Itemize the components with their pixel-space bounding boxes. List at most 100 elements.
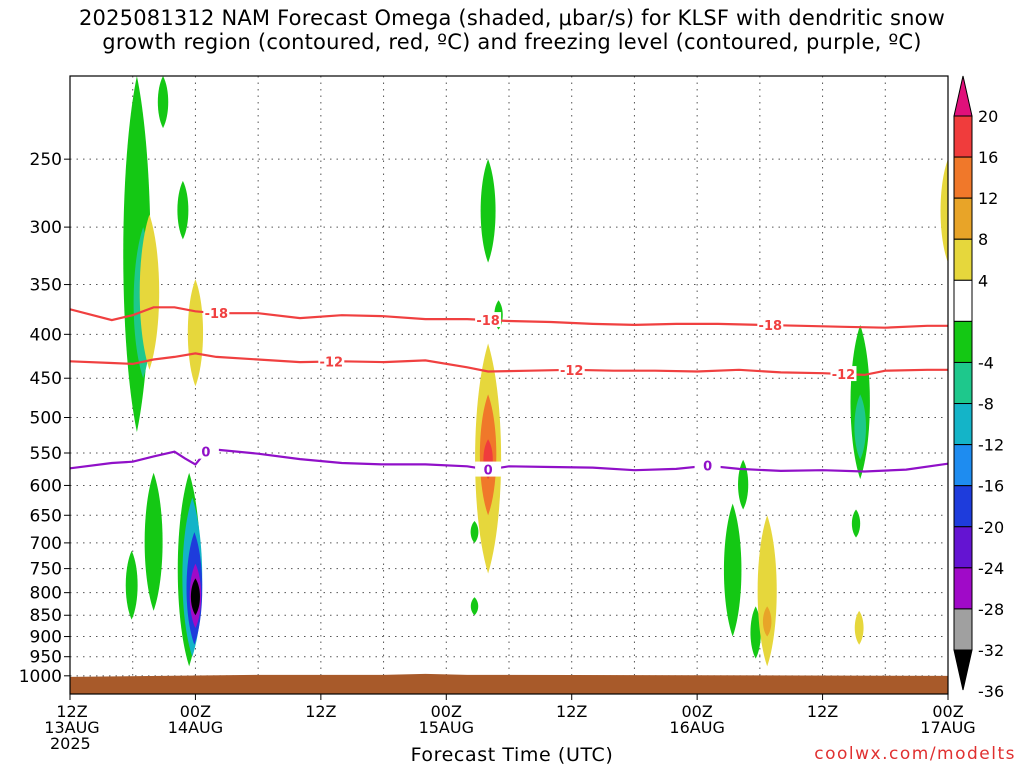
isotherm-label: 0 bbox=[703, 460, 712, 475]
y-tick-label: 1000 bbox=[19, 667, 62, 687]
omega-shading bbox=[123, 76, 948, 667]
omega-feature bbox=[738, 459, 749, 510]
omega-feature bbox=[940, 159, 948, 263]
isotherm-label: -18 bbox=[205, 307, 229, 322]
x-tick-label: 12Z bbox=[56, 702, 87, 721]
omega-feature bbox=[470, 597, 479, 616]
colorbar-bin bbox=[953, 567, 973, 610]
x-tick-label: 15AUG bbox=[419, 718, 474, 737]
y-tick-label: 650 bbox=[30, 506, 62, 526]
y-axis: 2503003504004505005506006507007508008509… bbox=[19, 150, 70, 687]
colorbar-label: -12 bbox=[978, 436, 1004, 455]
y-tick-label: 550 bbox=[30, 444, 62, 464]
isotherm-label-bg bbox=[192, 443, 219, 459]
y-tick-label: 500 bbox=[30, 408, 62, 428]
plot-area: -18 -18 -18 -12 -12 -12 0 0 0 bbox=[69, 75, 949, 695]
y-tick-label: 350 bbox=[30, 276, 62, 296]
colorbar-label: 20 bbox=[978, 107, 998, 126]
chart-title-line1: 2025081312 NAM Forecast Omega (shaded, μ… bbox=[78, 6, 946, 30]
y-tick-label: 600 bbox=[30, 476, 62, 496]
y-tick-label: 250 bbox=[30, 150, 62, 170]
x-tick-label: 12Z bbox=[305, 702, 336, 721]
isotherm-line bbox=[70, 352, 948, 377]
isotherm-label-bg bbox=[475, 312, 502, 328]
y-tick-label: 950 bbox=[30, 648, 62, 668]
colorbar-bin bbox=[953, 403, 973, 446]
omega-feature bbox=[190, 578, 200, 616]
x-tick-label: 12Z bbox=[807, 702, 838, 721]
chart-title-line2: growth region (contoured, red, ºC) and f… bbox=[102, 30, 922, 54]
omega-feature bbox=[851, 509, 861, 538]
isotherm-line bbox=[70, 448, 948, 473]
credit-text: coolwx.com/modelts bbox=[814, 744, 1016, 764]
y-tick-label: 450 bbox=[30, 369, 62, 389]
isotherm-label: -18 bbox=[476, 314, 500, 329]
y-tick-label: 300 bbox=[30, 218, 62, 238]
colorbar-bottom-arrow bbox=[953, 649, 973, 691]
omega-feature bbox=[854, 394, 866, 460]
colorbar-bin bbox=[953, 361, 973, 405]
y-tick-label: 400 bbox=[30, 325, 62, 345]
omega-feature bbox=[854, 610, 864, 645]
x-tick-label: 00Z bbox=[932, 702, 963, 721]
plot-frame bbox=[69, 75, 949, 695]
omega-feature bbox=[139, 214, 160, 370]
omega-feature bbox=[470, 520, 479, 543]
colorbar-top-arrow bbox=[953, 75, 973, 117]
isotherm-label: -12 bbox=[320, 355, 344, 370]
colorbar-bin bbox=[953, 485, 973, 528]
colorbar-bin bbox=[953, 238, 973, 281]
x-tick-label: 12Z bbox=[556, 702, 587, 721]
colorbar-label: -4 bbox=[978, 353, 994, 372]
colorbar-bin bbox=[953, 608, 973, 651]
isotherm-label-bg bbox=[558, 361, 585, 377]
colorbar-label: 16 bbox=[978, 148, 998, 167]
omega-feature bbox=[144, 472, 163, 611]
isotherm-label-bg bbox=[318, 353, 345, 369]
omega-feature bbox=[723, 503, 742, 637]
isotherm-label: -18 bbox=[759, 319, 783, 334]
colorbar-label: 4 bbox=[978, 271, 988, 290]
isotherm-label: -12 bbox=[560, 364, 584, 379]
colorbar-label: 12 bbox=[978, 189, 998, 208]
colorbar-label: -20 bbox=[978, 518, 1004, 537]
colorbar-bin bbox=[953, 197, 973, 240]
isotherm-label: -12 bbox=[832, 368, 856, 383]
omega-feature bbox=[757, 515, 777, 667]
omega-feature bbox=[480, 159, 496, 263]
isotherm-label-bg bbox=[757, 317, 784, 333]
isotherm-label-bg bbox=[694, 457, 721, 473]
x-tick-label: 2025 bbox=[50, 734, 91, 753]
isotherm-label: 0 bbox=[484, 464, 493, 479]
isotherm-label-bg bbox=[203, 305, 230, 321]
omega-feature bbox=[187, 279, 204, 387]
colorbar-label: -16 bbox=[978, 477, 1004, 496]
chart-title: 2025081312 NAM Forecast Omega (shaded, μ… bbox=[0, 6, 1024, 54]
colorbar-bin bbox=[953, 156, 973, 199]
colorbar-bin bbox=[953, 279, 973, 322]
x-tick-label: 16AUG bbox=[669, 718, 724, 737]
isotherm-label: 0 bbox=[201, 446, 210, 461]
y-tick-label: 800 bbox=[30, 584, 62, 604]
colorbar-label: -36 bbox=[978, 682, 1004, 701]
x-tick-label: 00Z bbox=[431, 702, 462, 721]
x-axis-label: Forecast Time (UTC) bbox=[410, 744, 614, 766]
omega-feature bbox=[177, 180, 189, 240]
omega-feature bbox=[125, 550, 138, 620]
colorbar-bin bbox=[953, 320, 973, 363]
terrain-fill bbox=[70, 673, 948, 694]
y-tick-label: 750 bbox=[30, 560, 62, 580]
colorbar-bin bbox=[953, 115, 973, 158]
omega-feature bbox=[762, 606, 772, 637]
colorbar: 20 16 12 8 4 -4 -8 -12 -16 -20 -24 -28 -32 -36 bbox=[953, 75, 1004, 701]
omega-feature bbox=[750, 606, 761, 659]
omega-feature bbox=[157, 76, 169, 129]
isotherm-label-bg bbox=[475, 461, 502, 477]
isotherm-line bbox=[70, 306, 948, 329]
colorbar-label: -32 bbox=[978, 641, 1004, 660]
terrain-ground bbox=[70, 673, 948, 694]
y-tick-label: 850 bbox=[30, 606, 62, 626]
x-tick-label: 13AUG bbox=[44, 718, 99, 737]
